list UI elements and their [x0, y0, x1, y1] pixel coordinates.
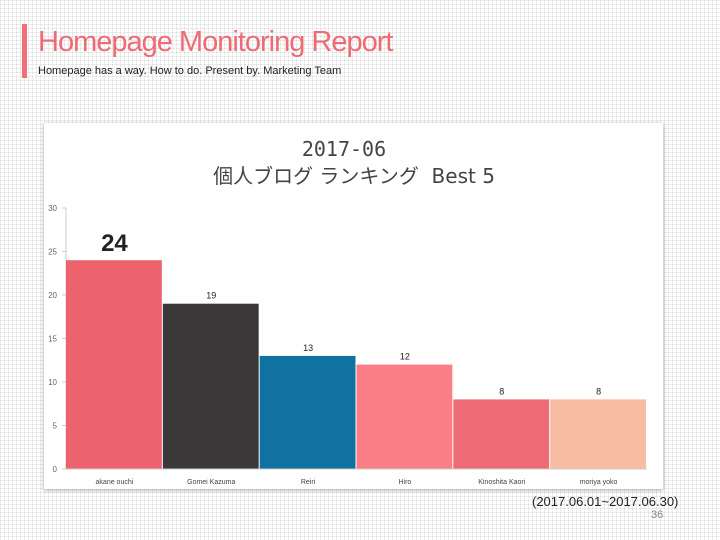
y-tick-label: 20 — [48, 291, 57, 300]
page-number: 36 — [651, 509, 664, 521]
bar — [356, 364, 453, 469]
chart-card: 2017-06 個人ブログ ランキング Best 5 0 5 10 15 20 25 30 … — [44, 123, 663, 489]
report-period: (2017.06.01~2017.06.30) — [532, 494, 679, 509]
x-tick-label: moriya yoko — [580, 479, 618, 486]
chart-subtitle: 個人ブログ ランキング Best 5 — [213, 164, 495, 188]
bar — [550, 399, 646, 469]
data-label: 19 — [206, 291, 216, 301]
data-label: 8 — [596, 386, 601, 396]
chart-title: 2017-06 — [302, 137, 386, 161]
y-tick-label: 15 — [48, 335, 57, 344]
data-label: 8 — [499, 386, 504, 396]
bars — [66, 260, 646, 469]
x-tick-label: Kinoshita Kaori — [478, 479, 526, 486]
data-label: 13 — [303, 343, 313, 353]
x-tick-label: Gomei Kazuma — [187, 479, 235, 486]
bar — [259, 355, 356, 469]
x-tick-label: Reiri — [301, 479, 316, 486]
y-axis: 0 5 10 15 20 25 30 — [48, 204, 67, 474]
y-tick-label: 0 — [53, 465, 58, 474]
x-tick-label: Hiro — [398, 479, 411, 486]
x-tick-label: akane ouchi — [96, 479, 134, 486]
accent-bar — [22, 24, 27, 78]
page-subtitle: Homepage has a way. How to do. Present b… — [38, 65, 342, 77]
y-tick-label: 30 — [48, 204, 57, 213]
data-label: 24 — [101, 230, 128, 257]
bar-chart: 2017-06 個人ブログ ランキング Best 5 051015202530 … — [48, 137, 647, 486]
bar — [453, 399, 550, 469]
x-axis: akane ouchi Gomei Kazuma Reiri Hiro Kinoshit… — [66, 468, 647, 486]
y-tick-label: 25 — [48, 248, 57, 257]
y-tick-label: 10 — [48, 378, 57, 387]
bar — [66, 260, 162, 469]
bar — [162, 303, 259, 469]
data-labels: 24 19 13 12 8 8 — [101, 230, 601, 396]
y-tick-label: 5 — [53, 422, 58, 431]
page-title: Homepage Monitoring Report — [38, 26, 393, 58]
data-label: 12 — [400, 352, 410, 362]
